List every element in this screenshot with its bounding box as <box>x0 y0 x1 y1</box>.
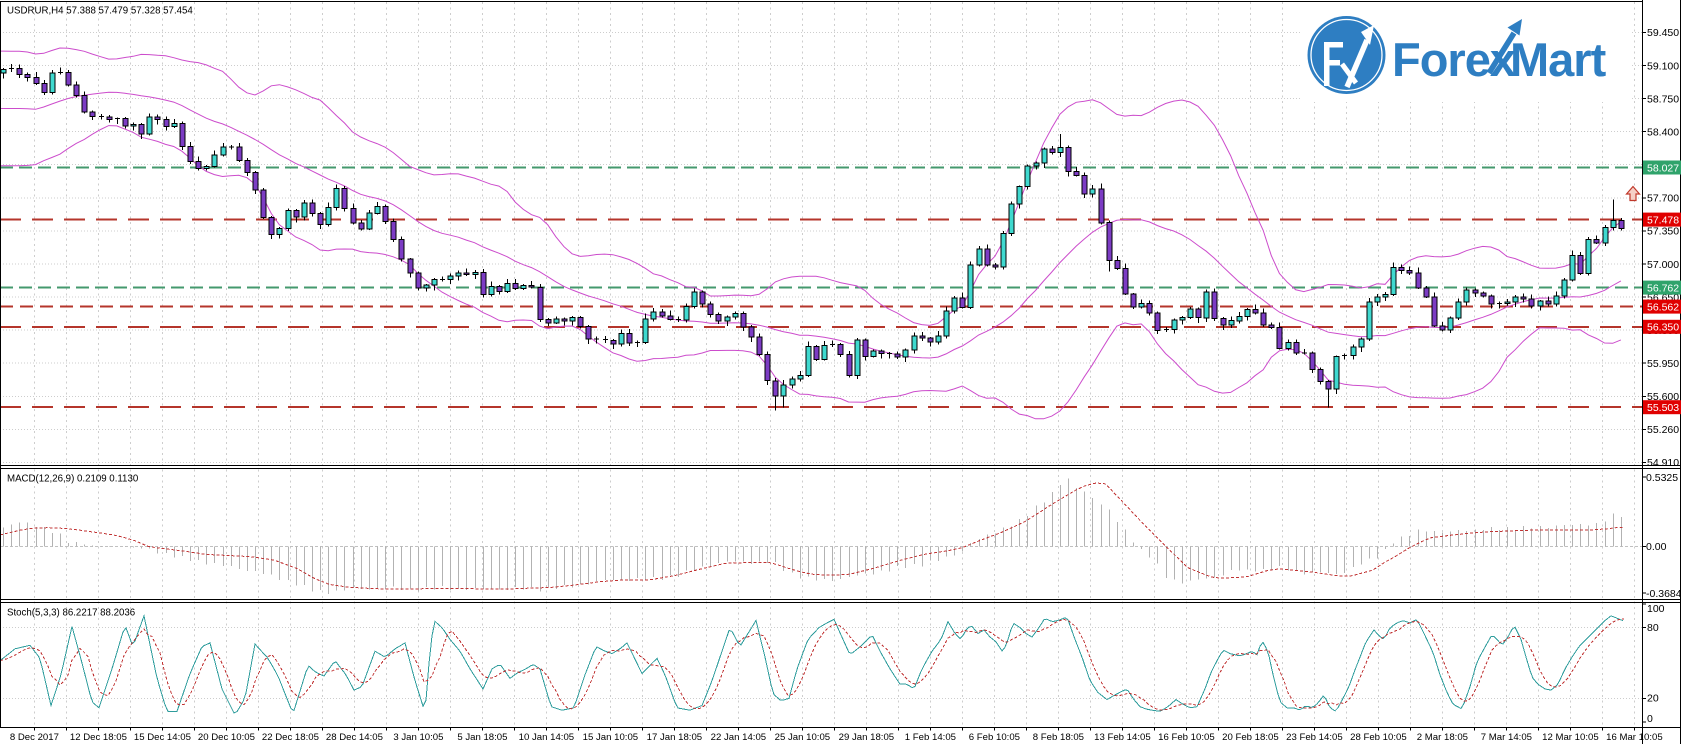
svg-text:8 Feb 18:05: 8 Feb 18:05 <box>1033 732 1084 743</box>
svg-text:22 Jan 14:05: 22 Jan 14:05 <box>711 732 766 743</box>
svg-text:17 Jan 18:05: 17 Jan 18:05 <box>647 732 702 743</box>
svg-text:58.400: 58.400 <box>1647 126 1679 138</box>
svg-text:23 Feb 14:05: 23 Feb 14:05 <box>1286 732 1343 743</box>
svg-text:56.562: 56.562 <box>1647 301 1679 313</box>
svg-text:-0.3684: -0.3684 <box>1646 588 1681 600</box>
svg-text:2 Mar 18:05: 2 Mar 18:05 <box>1417 732 1468 743</box>
svg-text:16 Mar 10:05: 16 Mar 10:05 <box>1606 732 1663 743</box>
svg-text:1 Feb 14:05: 1 Feb 14:05 <box>905 732 956 743</box>
svg-text:0: 0 <box>1647 713 1653 725</box>
svg-text:28 Dec 14:05: 28 Dec 14:05 <box>326 732 383 743</box>
svg-text:22 Dec 18:05: 22 Dec 18:05 <box>262 732 319 743</box>
svg-text:54.910: 54.910 <box>1647 457 1679 469</box>
svg-text:29 Jan 18:05: 29 Jan 18:05 <box>839 732 894 743</box>
svg-text:13 Feb 14:05: 13 Feb 14:05 <box>1094 732 1151 743</box>
svg-text:20: 20 <box>1647 693 1659 705</box>
svg-text:57.700: 57.700 <box>1647 193 1679 205</box>
svg-text:55.950: 55.950 <box>1647 358 1679 370</box>
svg-text:5 Jan 18:05: 5 Jan 18:05 <box>457 732 507 743</box>
svg-text:55.503: 55.503 <box>1647 402 1679 414</box>
svg-text:Stoch(5,3,3) 86.2217 88.2036: Stoch(5,3,3) 86.2217 88.2036 <box>7 608 135 619</box>
svg-text:56.350: 56.350 <box>1647 322 1679 334</box>
svg-text:3 Jan 10:05: 3 Jan 10:05 <box>393 732 443 743</box>
svg-text:55.600: 55.600 <box>1647 391 1679 403</box>
svg-text:USDRUR,H4 57.388 57.479 57.32: USDRUR,H4 57.388 57.479 57.328 57.454 <box>7 6 193 17</box>
svg-text:59.450: 59.450 <box>1647 27 1679 39</box>
svg-text:58.027: 58.027 <box>1647 162 1679 174</box>
svg-text:12 Mar 10:05: 12 Mar 10:05 <box>1542 732 1599 743</box>
svg-text:10 Jan 14:05: 10 Jan 14:05 <box>519 732 574 743</box>
svg-text:15 Dec 14:05: 15 Dec 14:05 <box>134 732 191 743</box>
svg-text:57.350: 57.350 <box>1647 226 1679 238</box>
svg-text:16 Feb 10:05: 16 Feb 10:05 <box>1158 732 1215 743</box>
svg-text:80: 80 <box>1647 622 1659 634</box>
svg-text:25 Jan 10:05: 25 Jan 10:05 <box>775 732 830 743</box>
svg-text:15 Jan 10:05: 15 Jan 10:05 <box>583 732 638 743</box>
svg-text:20 Dec 10:05: 20 Dec 10:05 <box>198 732 255 743</box>
svg-text:28 Feb 10:05: 28 Feb 10:05 <box>1350 732 1407 743</box>
svg-text:57.478: 57.478 <box>1647 214 1679 226</box>
svg-text:0.00: 0.00 <box>1646 541 1667 553</box>
svg-text:MACD(12,26,9) 0.2109 0.1130: MACD(12,26,9) 0.2109 0.1130 <box>7 474 139 485</box>
svg-text:20 Feb 18:05: 20 Feb 18:05 <box>1222 732 1279 743</box>
svg-text:57.000: 57.000 <box>1647 259 1679 271</box>
svg-text:100: 100 <box>1647 603 1665 615</box>
svg-text:12 Dec 18:05: 12 Dec 18:05 <box>70 732 127 743</box>
svg-text:7 Mar 14:05: 7 Mar 14:05 <box>1481 732 1532 743</box>
svg-text:6 Feb 10:05: 6 Feb 10:05 <box>969 732 1020 743</box>
svg-text:0.5325: 0.5325 <box>1646 472 1678 484</box>
svg-text:56.762: 56.762 <box>1647 282 1679 294</box>
svg-text:55.260: 55.260 <box>1647 424 1679 436</box>
svg-text:58.750: 58.750 <box>1647 93 1679 105</box>
svg-text:8 Dec 2017: 8 Dec 2017 <box>10 732 59 743</box>
svg-text:59.100: 59.100 <box>1647 60 1679 72</box>
svg-text:Mart: Mart <box>1510 33 1607 86</box>
